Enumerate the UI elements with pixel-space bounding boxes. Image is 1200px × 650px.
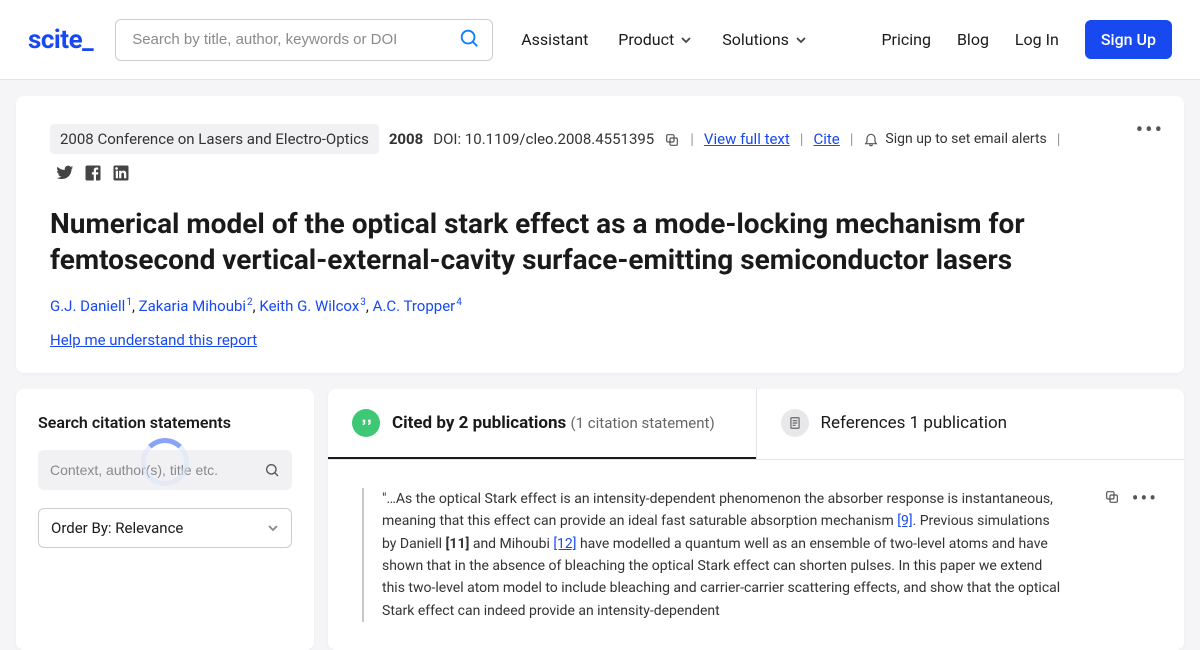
lower-panels: Search citation statements Order By: Rel… [16,389,1184,650]
search-icon [264,462,280,478]
year: 2008 [389,130,423,148]
cite-link[interactable]: Cite [813,130,839,148]
document-icon [781,409,809,437]
citation-body: ••• "…As the optical Stark effect is an … [328,460,1184,650]
chevron-down-icon [795,34,807,46]
doi: DOI: 10.1109/cleo.2008.4551395 [433,130,654,148]
sidebar-panel: Search citation statements Order By: Rel… [16,389,314,650]
author-link[interactable]: A.C. Tropper [373,297,456,315]
author-link[interactable]: Zakaria Mihoubi [139,297,246,315]
divider: | [800,130,804,148]
divider: | [1057,130,1061,148]
author-link[interactable]: Keith G. Wilcox [259,297,359,315]
alert-signup[interactable]: Sign up to set email alerts [863,131,1046,147]
paper-card: ••• 2008 Conference on Lasers and Electr… [16,96,1184,373]
nav: Assistant Product Solutions [521,30,859,49]
tab-cited-sub: (1 citation statement) [571,414,715,432]
sidebar-title: Search citation statements [38,413,292,432]
citations-panel: Cited by 2 publications (1 citation stat… [328,389,1184,650]
order-by-select[interactable]: Order By: Relevance [38,508,292,548]
divider: | [850,130,854,148]
search-input[interactable] [132,31,450,48]
facebook-icon[interactable] [84,164,102,186]
linkedin-icon[interactable] [112,164,130,186]
nav-solutions[interactable]: Solutions [722,30,807,49]
nav-assistant[interactable]: Assistant [521,30,588,49]
nav-pricing[interactable]: Pricing [881,30,931,49]
signup-button[interactable]: Sign Up [1085,20,1172,59]
paper-title: Numerical model of the optical stark eff… [50,206,1150,279]
search-box[interactable] [115,19,493,61]
nav-login[interactable]: Log In [1015,30,1059,49]
tab-refs-text: References 1 publication [821,413,1008,433]
more-icon[interactable]: ••• [1132,486,1158,510]
nav-solutions-label: Solutions [722,30,789,49]
tab-cited-by[interactable]: Cited by 2 publications (1 citation stat… [328,389,756,459]
conference-chip[interactable]: 2008 Conference on Lasers and Electro-Op… [50,124,379,154]
author-link[interactable]: G.J. Daniell [50,297,125,315]
alert-text: Sign up to set email alerts [885,131,1046,147]
citation-ref[interactable]: [11] [446,536,470,552]
twitter-icon[interactable] [56,164,74,186]
citation-ref[interactable]: [12] [553,536,576,552]
meta-row: 2008 Conference on Lasers and Electro-Op… [50,124,1150,186]
view-full-text-link[interactable]: View full text [704,130,790,148]
chevron-down-icon [680,34,692,46]
logo[interactable]: scite_ [28,25,93,55]
header: scite_ Assistant Product Solutions Prici… [0,0,1200,80]
quote-icon [352,409,380,437]
nav-right: Pricing Blog Log In Sign Up [881,20,1172,59]
citation-ref[interactable]: [9] [897,513,912,529]
divider: | [690,130,694,148]
tab-cited-bold: Cited by 2 publications [392,413,566,433]
order-by-label: Order By: Relevance [51,519,183,537]
bell-icon [863,131,879,147]
tab-cited-text: Cited by 2 publications (1 citation stat… [392,413,715,433]
nav-product[interactable]: Product [618,30,692,49]
search-icon[interactable] [458,27,480,53]
copy-doi-icon[interactable] [664,130,680,148]
nav-blog[interactable]: Blog [957,30,989,49]
tab-references[interactable]: References 1 publication [756,389,1185,459]
tabs: Cited by 2 publications (1 citation stat… [328,389,1184,460]
authors: G.J. Daniell1, Zakaria Mihoubi2, Keith G… [50,297,1150,315]
social-icons [56,164,130,186]
loading-spinner-icon [141,438,189,486]
chevron-down-icon [267,522,279,534]
help-understand-link[interactable]: Help me understand this report [50,331,1150,349]
more-icon[interactable]: ••• [1136,118,1164,143]
citation-text: "…As the optical Stark effect is an inte… [362,488,1062,622]
nav-product-label: Product [618,30,674,49]
copy-citation-icon[interactable] [1104,486,1120,505]
